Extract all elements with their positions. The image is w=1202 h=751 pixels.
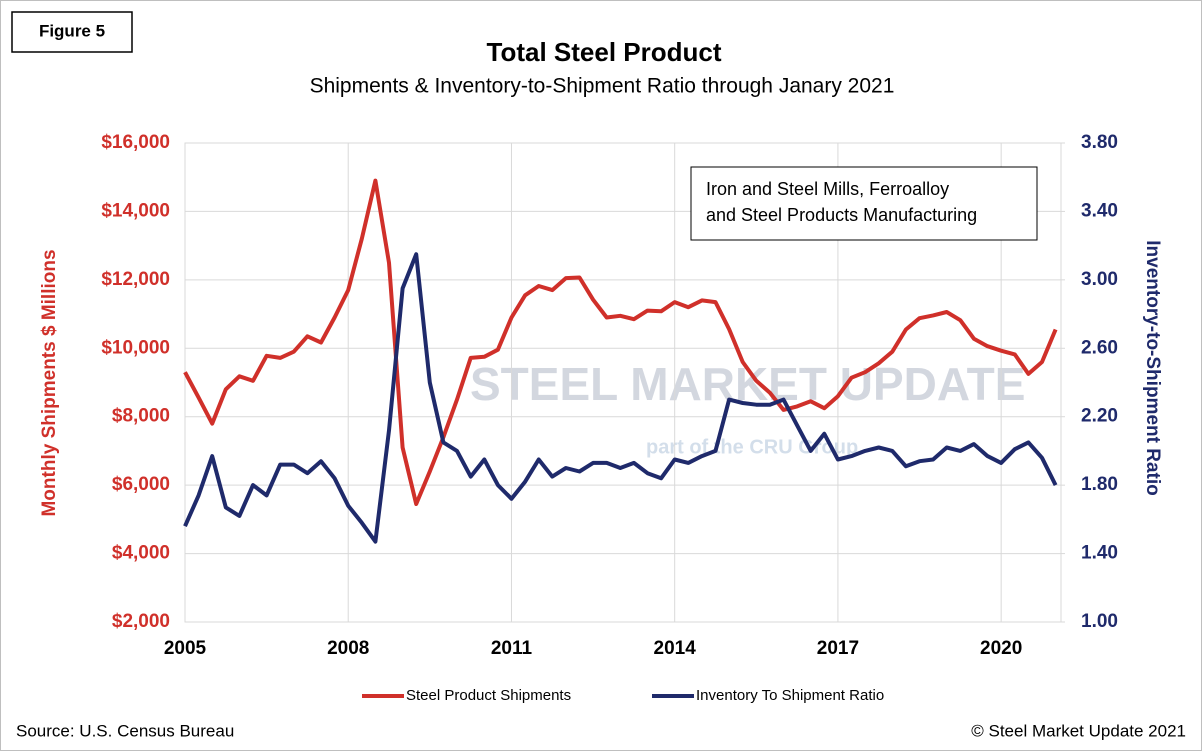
figure-label-box [11, 11, 133, 53]
series-line [183, 252, 1058, 544]
y-tick-label: $12,000 [101, 269, 170, 290]
x-tick-label: 2005 [164, 638, 207, 659]
x-tick-label: 2014 [654, 638, 697, 659]
chart-subtitle: Shipments & Inventory-to-Shipment Ratio … [310, 75, 895, 98]
x-tick-label: 2017 [817, 638, 859, 659]
y2-tick-label: 2.20 [1081, 406, 1118, 427]
source: Source: U.S. Census Bureau [16, 721, 234, 740]
y2-tick-label: 1.00 [1081, 611, 1118, 632]
y-tick-label: $14,000 [101, 200, 170, 221]
y-tick-label: $10,000 [101, 337, 170, 358]
legend-label: Inventory To Shipment Ratio [696, 687, 884, 704]
x-tick-label: 2011 [491, 638, 533, 659]
figure-label: Figure 5 [39, 21, 105, 40]
chart-title: Total Steel Product [487, 37, 722, 67]
y-axis-label: Monthly Shipments $ Millions [39, 249, 60, 516]
annotation: Iron and Steel Mills, Ferroalloy [706, 179, 949, 199]
legend-label: Steel Product Shipments [406, 687, 571, 704]
y-tick-label: $4,000 [112, 543, 170, 564]
y-tick-label: $6,000 [112, 474, 170, 495]
x-tick-label: 2008 [327, 638, 369, 659]
y2-tick-label: 3.80 [1081, 132, 1118, 153]
copyright: © Steel Market Update 2021 [971, 721, 1186, 740]
y2-tick-label: 1.40 [1081, 543, 1118, 564]
y2-tick-label: 3.00 [1081, 269, 1118, 290]
x-tick-label: 2020 [980, 638, 1022, 659]
annotation: and Steel Products Manufacturing [706, 205, 977, 225]
y-tick-label: $16,000 [101, 132, 170, 153]
y2-tick-label: 1.80 [1081, 474, 1118, 495]
y2-axis-label: Inventory-to-Shipment Ratio [1142, 240, 1163, 495]
y2-tick-label: 3.40 [1081, 200, 1118, 221]
series-line [183, 178, 1058, 506]
y2-tick-label: 2.60 [1081, 337, 1118, 358]
y-tick-label: $2,000 [112, 611, 170, 632]
annotation-box [690, 166, 1038, 241]
y-tick-label: $8,000 [112, 406, 170, 427]
